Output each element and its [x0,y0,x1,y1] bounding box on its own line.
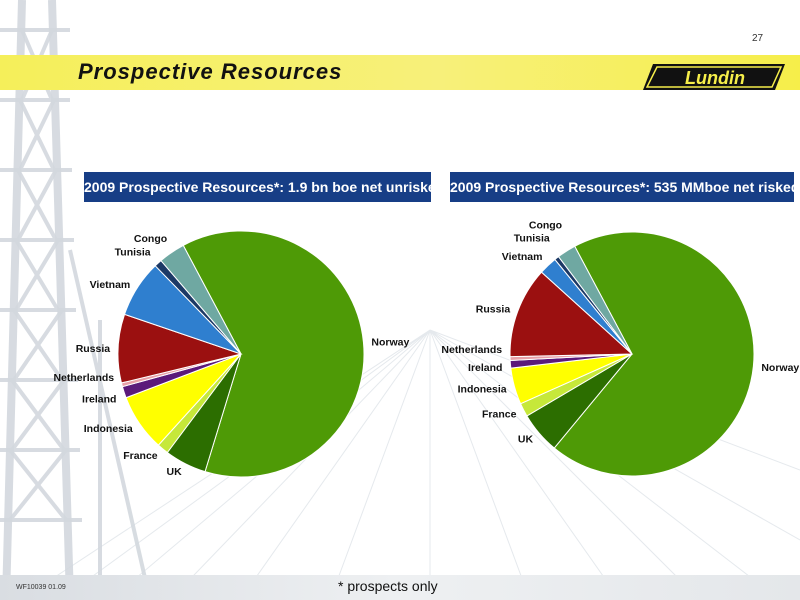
slice-label-indonesia: Indonesia [458,383,507,395]
footnote: * prospects only [338,578,438,594]
slice-label-indonesia: Indonesia [84,423,133,435]
slice-label-russia: Russia [476,304,511,316]
lundin-logo: Lundin [643,64,785,90]
slice-label-uk: UK [167,466,183,478]
logo-text: Lundin [685,68,745,88]
slice-label-russia: Russia [76,343,111,355]
slice-label-ireland: Ireland [468,362,502,374]
slice-label-netherlands: Netherlands [53,372,114,384]
pie-chart-1: Norway UK France Indonesia Ireland Netherland… [53,230,409,478]
pie-slice-congo [160,244,242,355]
slide-title: Prospective Resources [78,59,343,84]
slice-label-france: France [123,450,158,462]
slice-label-netherlands: Netherlands [441,344,502,356]
slice-label-tunisia: Tunisia [514,233,550,245]
document-code: WF10039 01.09 [16,584,66,591]
footer-band [0,575,800,600]
pie-slice-norway [182,230,365,478]
pie-slice-congo [557,245,633,355]
page-number: 27 [752,33,764,44]
slice-label-norway: Norway [371,336,409,348]
pie-slice-norway [553,231,755,477]
slice-label-ireland: Ireland [82,394,116,406]
slice-label-tunisia: Tunisia [115,246,151,258]
slice-label-norway: Norway [761,362,799,374]
slice-label-france: France [482,409,517,421]
slice-label-vietnam: Vietnam [502,251,543,263]
pie-slice-russia [509,271,634,358]
slice-label-uk: UK [518,433,534,445]
slice-label-congo: Congo [134,233,167,245]
chart-2-title: 2009 Prospective Resources*: 535 MMboe n… [450,172,799,202]
slice-label-congo: Congo [529,219,562,231]
slice-label-vietnam: Vietnam [90,279,131,291]
chart-1-title: 2009 Prospective Resources*: 1.9 bn boe … [84,172,444,202]
